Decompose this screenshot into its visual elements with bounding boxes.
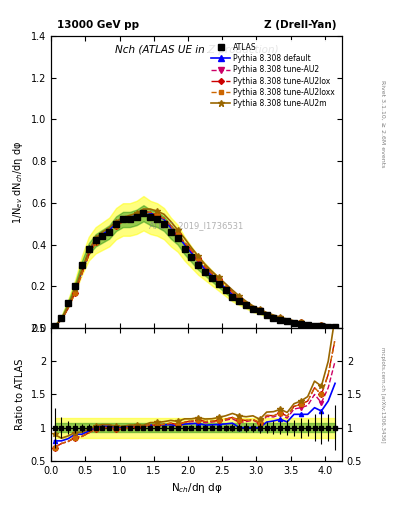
Y-axis label: 1/N$_{ev}$ dN$_{ch}$/dη dφ: 1/N$_{ev}$ dN$_{ch}$/dη dφ [11, 140, 25, 224]
Text: 13000 GeV pp: 13000 GeV pp [57, 20, 139, 30]
Text: Z (Drell-Yan): Z (Drell-Yan) [264, 20, 336, 30]
Text: mcplots.cern.ch [arXiv:1306.3436]: mcplots.cern.ch [arXiv:1306.3436] [380, 347, 385, 442]
Y-axis label: Ratio to ATLAS: Ratio to ATLAS [15, 359, 25, 430]
Text: ATLAS_2019_I1736531: ATLAS_2019_I1736531 [149, 221, 244, 230]
Text: Nch (ATLAS UE in Z production): Nch (ATLAS UE in Z production) [115, 45, 278, 55]
Text: Rivet 3.1.10, ≥ 2.6M events: Rivet 3.1.10, ≥ 2.6M events [380, 80, 385, 167]
Legend: ATLAS, Pythia 8.308 default, Pythia 8.308 tune-AU2, Pythia 8.308 tune-AU2lox, Py: ATLAS, Pythia 8.308 default, Pythia 8.30… [208, 39, 338, 111]
X-axis label: N$_{ch}$/dη dφ: N$_{ch}$/dη dφ [171, 481, 222, 495]
